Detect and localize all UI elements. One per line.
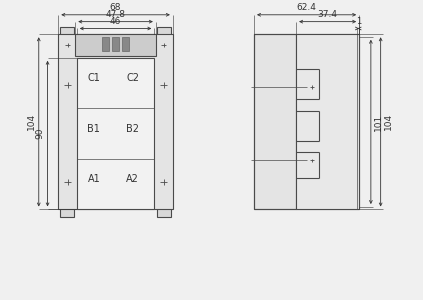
Text: 1: 1 <box>356 16 361 26</box>
Text: 68: 68 <box>110 3 121 12</box>
Text: 90: 90 <box>36 128 45 140</box>
Circle shape <box>157 175 170 189</box>
Bar <box>157 208 171 217</box>
Text: A2: A2 <box>126 174 139 184</box>
Circle shape <box>308 82 316 91</box>
Bar <box>296 34 359 209</box>
Text: 104: 104 <box>27 113 36 130</box>
Text: B2: B2 <box>126 124 139 134</box>
Bar <box>122 37 129 51</box>
Bar <box>254 34 359 209</box>
Bar <box>75 34 156 56</box>
Circle shape <box>159 40 168 50</box>
Text: C2: C2 <box>126 73 139 83</box>
Circle shape <box>157 78 170 92</box>
Bar <box>112 37 119 51</box>
Text: B1: B1 <box>88 124 100 134</box>
Circle shape <box>63 40 72 50</box>
Text: 104: 104 <box>384 113 393 130</box>
Text: A1: A1 <box>88 174 100 184</box>
Text: C1: C1 <box>88 73 100 83</box>
Text: 46: 46 <box>110 16 121 26</box>
Circle shape <box>61 175 74 189</box>
Bar <box>60 208 74 217</box>
Text: 62.4: 62.4 <box>297 3 316 12</box>
Circle shape <box>308 156 316 165</box>
Circle shape <box>61 78 74 92</box>
Text: 47.8: 47.8 <box>106 10 126 19</box>
Text: 101: 101 <box>374 113 383 130</box>
Text: 37.4: 37.4 <box>318 10 338 19</box>
Bar <box>77 58 154 209</box>
Bar <box>157 26 171 36</box>
Bar <box>60 26 74 36</box>
Bar <box>102 37 109 51</box>
Bar <box>58 34 173 209</box>
